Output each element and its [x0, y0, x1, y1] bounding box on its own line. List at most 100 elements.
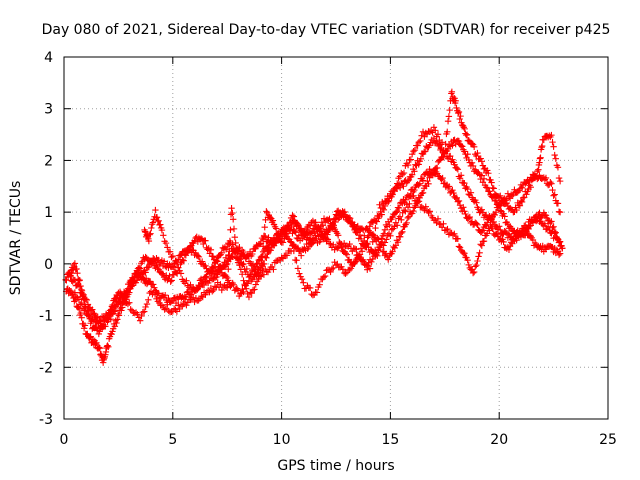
data-point: [544, 223, 552, 230]
data-point: [143, 300, 151, 308]
data-point: [175, 264, 182, 271]
data-point: [176, 267, 183, 274]
data-point: [151, 291, 159, 298]
data-point: [112, 303, 119, 310]
data-point: [142, 275, 150, 282]
data-point: [166, 248, 174, 255]
data-point: [71, 260, 79, 267]
data-point: [122, 293, 130, 300]
data-point: [210, 286, 217, 294]
data-point: [343, 269, 351, 276]
data-point: [473, 261, 480, 269]
data-point: [358, 248, 366, 255]
data-point: [259, 253, 266, 261]
data-point: [542, 174, 550, 182]
data-point: [109, 328, 116, 335]
data-point: [328, 265, 336, 273]
data-point: [124, 300, 132, 308]
data-point: [470, 143, 478, 151]
plot-frame: [63, 56, 609, 420]
data-point: [135, 314, 142, 321]
x-tick-label: 10: [273, 432, 291, 448]
data-point: [269, 217, 277, 224]
data-point: [263, 208, 270, 215]
data-point: [80, 325, 88, 332]
data-point: [441, 149, 448, 156]
data-point: [332, 243, 340, 251]
data-point: [490, 185, 497, 192]
data-point: [244, 253, 251, 260]
data-point: [434, 215, 442, 222]
data-point: [184, 299, 191, 306]
data-point: [503, 199, 511, 207]
data-point: [430, 169, 438, 177]
data-point: [470, 268, 478, 276]
data-point: [449, 186, 456, 194]
x-axis-label: GPS time / hours: [277, 458, 394, 474]
data-point: [117, 300, 125, 307]
data-point: [418, 190, 426, 197]
data-point: [489, 194, 496, 201]
data-point: [465, 214, 472, 222]
data-point: [417, 137, 424, 145]
data-point: [346, 240, 353, 248]
data-point: [145, 296, 152, 303]
data-point: [170, 305, 178, 312]
data-point: [387, 192, 394, 199]
data-point: [363, 240, 370, 247]
data-point: [191, 298, 198, 306]
data-point: [476, 249, 483, 257]
data-point: [308, 240, 316, 247]
y-tick-label: 3: [44, 102, 53, 118]
data-point: [98, 313, 106, 320]
data-point: [92, 340, 99, 348]
data-point: [400, 169, 408, 177]
data-point: [209, 288, 216, 295]
data-point: [126, 299, 133, 306]
data-point: [183, 277, 190, 284]
data-point: [538, 213, 545, 221]
data-point: [410, 207, 417, 215]
data-point: [176, 305, 183, 313]
data-point: [114, 310, 122, 318]
data-point: [375, 236, 382, 243]
data-point: [373, 249, 380, 256]
data-point: [513, 206, 520, 214]
data-point: [105, 311, 113, 318]
data-point: [369, 255, 376, 263]
data-point: [102, 323, 109, 330]
data-point: [445, 183, 453, 190]
data-point: [361, 261, 368, 268]
data-point: [368, 258, 375, 266]
data-point: [164, 244, 171, 251]
data-point: [469, 269, 477, 277]
data-point: [142, 303, 149, 311]
data-point: [387, 232, 394, 240]
data-point: [78, 314, 85, 321]
data-point: [108, 331, 115, 338]
data-point: [179, 256, 186, 264]
series-track-e: [71, 192, 564, 326]
data-point: [267, 247, 274, 254]
data-point: [556, 250, 564, 257]
data-point: [392, 209, 400, 216]
data-point: [118, 307, 125, 314]
data-point: [207, 246, 215, 253]
data-point: [330, 216, 338, 223]
data-point: [334, 232, 342, 239]
data-point: [540, 136, 548, 144]
data-point: [478, 242, 485, 249]
data-point: [404, 177, 412, 185]
y-tick-label: 1: [44, 205, 53, 221]
data-point: [230, 281, 237, 288]
data-point: [381, 239, 389, 246]
data-point: [535, 212, 542, 220]
data-point: [256, 273, 264, 280]
data-point: [370, 232, 378, 240]
data-point: [298, 276, 306, 283]
data-point: [370, 253, 378, 260]
data-point: [473, 199, 480, 206]
data-point: [248, 289, 255, 297]
data-point: [153, 262, 160, 269]
data-point: [556, 238, 564, 245]
